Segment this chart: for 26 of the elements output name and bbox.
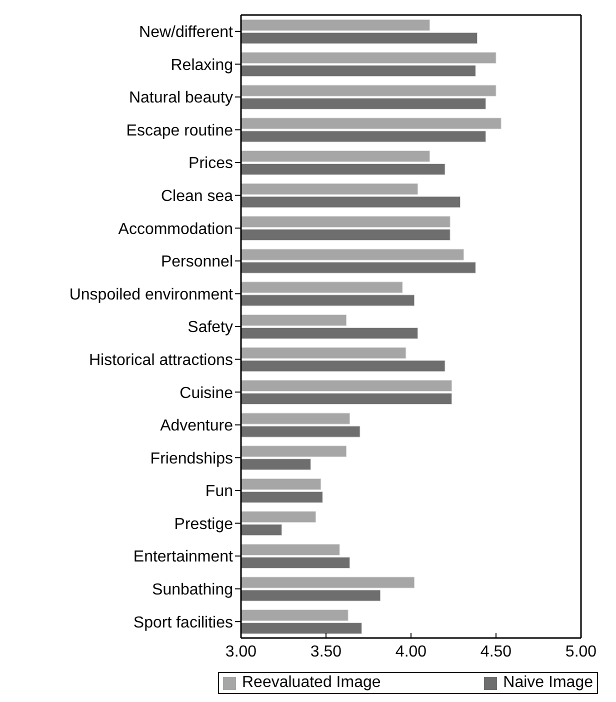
y-tick-label: Accommodation: [118, 220, 233, 238]
y-tick-label: Cuisine: [180, 384, 234, 402]
x-tick-label: 5.00: [565, 643, 597, 660]
x-tick-label: 3.00: [225, 643, 257, 660]
y-tick-label: Personnel: [160, 254, 233, 271]
y-tick-label: Escape routine: [126, 122, 234, 140]
y-tick-label: New/different: [139, 24, 234, 42]
x-tick-label: 3.50: [310, 643, 342, 660]
y-tick-label: Sunbathing: [152, 581, 233, 598]
y-tick-label: Unspoiled environment: [69, 286, 234, 304]
y-tick-label: Prices: [188, 155, 233, 172]
y-tick-label: Entertainment: [133, 548, 234, 566]
legend-label: Naive Image: [503, 674, 593, 692]
y-tick-label: Fun: [205, 483, 233, 500]
x-tick-label: 4.50: [480, 643, 512, 660]
y-tick-label: Adventure: [160, 418, 234, 435]
y-tick-label: Safety: [188, 319, 233, 336]
legend-label: Reevaluated Image: [242, 674, 381, 692]
y-tick-label: Friendships: [150, 450, 233, 468]
y-tick-label: Natural beauty: [128, 90, 233, 107]
y-tick-label: Relaxing: [170, 56, 233, 74]
x-tick-label: 4.00: [395, 643, 427, 660]
y-tick-label: Clean sea: [160, 188, 234, 206]
y-tick-label: Prestige: [174, 516, 234, 533]
y-tick-label: Sport facilities: [133, 614, 233, 632]
y-tick-label: Historical attractions: [88, 352, 233, 369]
